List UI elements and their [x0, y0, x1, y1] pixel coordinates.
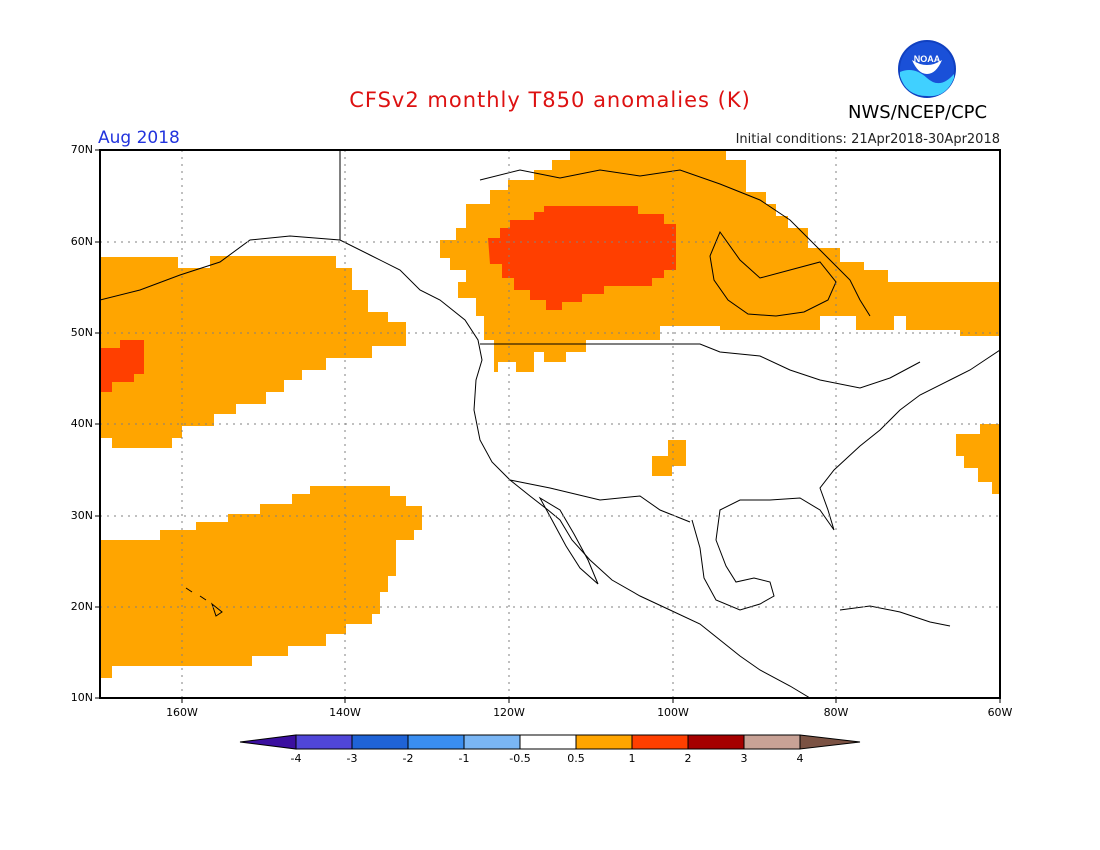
- lon-label: 120W: [493, 706, 525, 719]
- anomaly-region-north-pacific-warm: [100, 340, 144, 392]
- hawaii: [185, 587, 223, 617]
- colorbar: [239, 734, 861, 750]
- us-canada-border: [480, 343, 921, 389]
- colorbar-tick-label: 0.5: [567, 752, 585, 765]
- colorbar-swatch-m3-m2: [351, 734, 409, 750]
- anomaly-region-north-pacific: [100, 256, 406, 448]
- lon-label: 60W: [987, 706, 1013, 719]
- colorbar-swatch-m2-m1: [407, 734, 465, 750]
- map-title: CFSv2 monthly T850 anomalies (K): [349, 88, 751, 112]
- lon-label: 140W: [329, 706, 361, 719]
- map-frame: [99, 149, 1001, 699]
- lon-label: 80W: [823, 706, 849, 719]
- colorbar-swatch-m1-m05: [463, 734, 521, 750]
- coastline-gulf: [691, 349, 1000, 611]
- anomaly-region-atlantic: [956, 424, 1000, 494]
- lat-label: 40N: [70, 417, 93, 430]
- lat-label: 70N: [70, 143, 93, 156]
- forecast-period: Aug 2018: [98, 128, 180, 148]
- axis-ticks: [95, 149, 1001, 703]
- colorbar-tick-label: -4: [290, 752, 302, 765]
- colorbar-tick-label: -0.5: [509, 752, 531, 765]
- colorbar-swatch-lt-4: [239, 734, 297, 750]
- lat-label: 30N: [70, 509, 93, 522]
- colorbar-tick-label: 1: [628, 752, 636, 765]
- colorbar-swatch-m05-05: [519, 734, 577, 750]
- graticule: [100, 150, 1000, 698]
- anomaly-field: [100, 150, 1000, 678]
- coastline-baja: [538, 496, 599, 585]
- anomaly-region-subtropical-pacific: [100, 486, 422, 678]
- colorbar-swatch-gt-4: [799, 734, 861, 750]
- colorbar-swatch-1-2: [631, 734, 689, 750]
- map-background: [100, 150, 1000, 698]
- lat-label: 60N: [70, 235, 93, 248]
- cuba: [839, 605, 951, 627]
- noaa-logo-icon: NOAA: [898, 40, 956, 98]
- colorbar-tick-label: -3: [346, 752, 358, 765]
- lat-label: 50N: [70, 326, 93, 339]
- anomaly-region-southern-plains: [652, 440, 686, 476]
- coastlines: [100, 150, 1000, 698]
- hudson-bay: [709, 230, 837, 317]
- us-mexico-border: [509, 479, 691, 523]
- colorbar-swatch-m4-m3: [295, 734, 353, 750]
- colorbar-tick-label: 2: [684, 752, 692, 765]
- lon-label: 100W: [657, 706, 689, 719]
- anomaly-region-canada-warm: [488, 206, 676, 310]
- agency-label: NWS/NCEP/CPC: [848, 102, 988, 123]
- coastline-north-america-west: [100, 235, 811, 698]
- colorbar-tick-label: 4: [796, 752, 804, 765]
- colorbar-swatch-05-1: [575, 734, 633, 750]
- colorbar-tick-label: -2: [402, 752, 414, 765]
- anomaly-region-canada: [440, 150, 1000, 372]
- colorbar-swatch-3-4: [743, 734, 801, 750]
- colorbar-tick-label: 3: [740, 752, 748, 765]
- colorbar-swatch-2-3: [687, 734, 745, 750]
- coastline-arctic: [339, 150, 871, 317]
- lat-label: 10N: [70, 691, 93, 704]
- lat-label: 20N: [70, 600, 93, 613]
- colorbar-tick-label: -1: [458, 752, 470, 765]
- initial-conditions: Initial conditions: 21Apr2018-30Apr2018: [735, 132, 1000, 147]
- lon-label: 160W: [166, 706, 198, 719]
- logo-text: NOAA: [914, 54, 941, 64]
